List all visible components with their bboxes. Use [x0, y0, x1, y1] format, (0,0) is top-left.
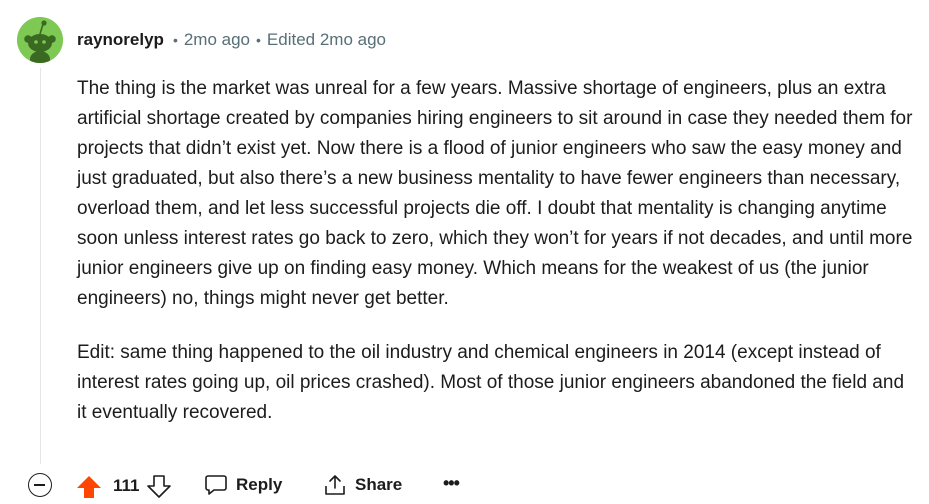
vote-score: 111 — [113, 476, 140, 495]
comment-paragraph: The thing is the market was unreal for a… — [77, 78, 913, 309]
comment-paragraph: Edit: same thing happened to the oil ind… — [77, 342, 905, 423]
upvote-arrow-icon — [77, 476, 101, 498]
reply-label: Reply — [236, 475, 283, 494]
collapse-minus-icon[interactable] — [28, 473, 52, 497]
comment-body: The thing is the market was unreal for a… — [77, 74, 917, 428]
meta-separator-2: • — [256, 32, 261, 48]
speech-bubble-icon — [205, 475, 227, 495]
share-label: Share — [355, 475, 403, 494]
meta-separator: • — [172, 32, 178, 48]
share-upload-icon — [325, 475, 345, 495]
more-options-button[interactable]: ••• — [443, 473, 460, 493]
reply-button[interactable]: Reply — [204, 471, 282, 499]
share-button[interactable]: Share — [323, 471, 402, 499]
user-avatar[interactable] — [17, 17, 63, 63]
downvote-arrow-icon — [147, 475, 171, 498]
upvote-button[interactable] — [76, 475, 102, 499]
snoo-avatar-icon — [17, 17, 63, 63]
comment-header: raynorelyp • 2mo ago • Edited 2mo ago — [77, 29, 386, 51]
posted-time[interactable]: 2mo ago — [183, 30, 251, 49]
downvote-button[interactable] — [146, 475, 172, 499]
comment-action-bar: 111 Reply Share ••• — [0, 467, 929, 503]
edited-time: Edited 2mo ago — [266, 30, 387, 49]
thread-line[interactable] — [40, 68, 41, 464]
author-username[interactable]: raynorelyp — [77, 30, 164, 49]
